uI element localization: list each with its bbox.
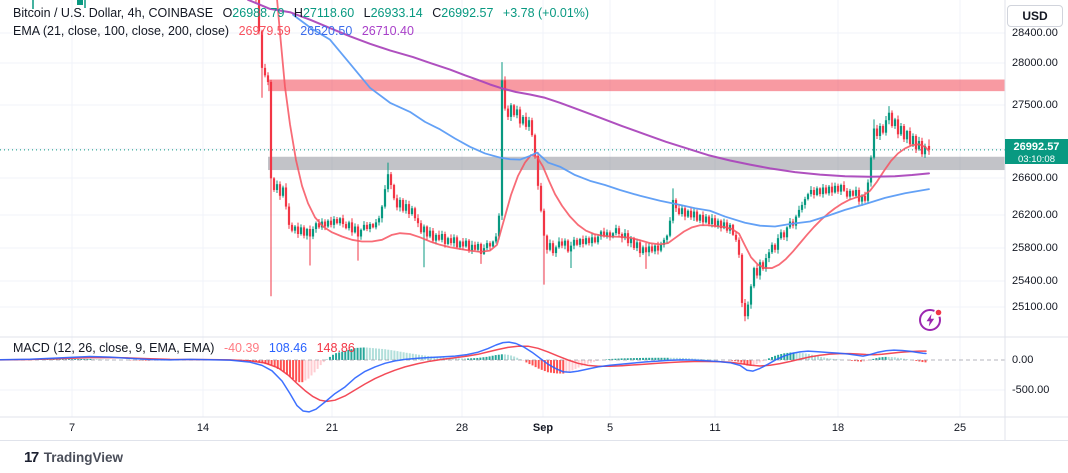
price-axis-label: 26600.00 — [1012, 172, 1058, 184]
ema-label[interactable]: EMA (21, close, 100, close, 200, close) — [13, 24, 230, 38]
macd-line-value: 108.46 — [268, 341, 308, 355]
ema-indicator-row[interactable]: EMA (21, close, 100, close, 200, close) … — [13, 24, 414, 38]
ohlc-close: C26992.57 — [432, 6, 494, 20]
flash-trade-button[interactable] — [917, 306, 945, 334]
support-zone — [268, 156, 1005, 171]
time-axis-label: 14 — [196, 422, 210, 434]
price-change: +3.78 (+0.01%) — [502, 6, 590, 20]
ohlc-high: H27118.60 — [293, 6, 355, 20]
macd-indicator-row[interactable]: MACD (12, 26, close, 9, EMA, EMA) -40.39… — [13, 341, 355, 355]
ohlc-low: L26933.14 — [363, 6, 423, 20]
currency-usd-button[interactable]: USD — [1007, 5, 1063, 27]
time-axis-label: 25 — [953, 422, 967, 434]
footer-bar: 17 TradingView — [0, 441, 1068, 473]
macd-hist-value: -40.39 — [223, 341, 260, 355]
resistance-zone — [268, 79, 1005, 92]
tradingview-logo[interactable]: 17 TradingView — [24, 449, 123, 466]
time-axis-label: 21 — [325, 422, 339, 434]
price-axis-label: 28000.00 — [1012, 57, 1058, 69]
time-axis-label: Sep — [532, 422, 554, 434]
time-axis-label: 11 — [709, 422, 721, 434]
ohlc-open: O26988.79 — [222, 6, 285, 20]
current-price: 26992.57 — [1013, 141, 1060, 153]
macd-signal-value: 148.86 — [316, 341, 355, 355]
tradingview-logo-icon: 17 — [24, 449, 39, 466]
ema100-value: 26520.50 — [300, 24, 353, 38]
lightning-icon — [919, 308, 943, 331]
time-axis-label: 7 — [68, 422, 76, 434]
chart-canvas[interactable] — [0, 0, 1068, 441]
bar-countdown: 03:10:08 — [1018, 154, 1055, 165]
symbol-title[interactable]: Bitcoin / U.S. Dollar, 4h, COINBASE — [13, 6, 214, 20]
ema200-value: 26710.40 — [361, 24, 414, 38]
time-axis-label: 18 — [831, 422, 845, 434]
price-axis-label: 0.00 — [1012, 354, 1034, 366]
time-axis-label: 28 — [455, 422, 469, 434]
price-axis-label: 25100.00 — [1012, 301, 1058, 313]
price-axis-label: 25400.00 — [1012, 275, 1058, 287]
price-axis-label: -500.00 — [1012, 384, 1050, 396]
symbol-ohlc-row[interactable]: Bitcoin / U.S. Dollar, 4h, COINBASE O269… — [13, 6, 589, 20]
current-price-badge: 26992.57 03:10:08 — [1005, 139, 1068, 164]
ema21-value: 26979.59 — [238, 24, 291, 38]
macd-label[interactable]: MACD (12, 26, close, 9, EMA, EMA) — [13, 341, 215, 355]
tradingview-logo-text: TradingView — [43, 450, 123, 465]
time-axis-label: 5 — [606, 422, 614, 434]
price-axis-label: 28400.00 — [1012, 27, 1058, 39]
price-axis-label: 27500.00 — [1012, 99, 1058, 111]
price-axis-label: 26200.00 — [1012, 209, 1058, 221]
price-axis-label: 25800.00 — [1012, 242, 1058, 254]
